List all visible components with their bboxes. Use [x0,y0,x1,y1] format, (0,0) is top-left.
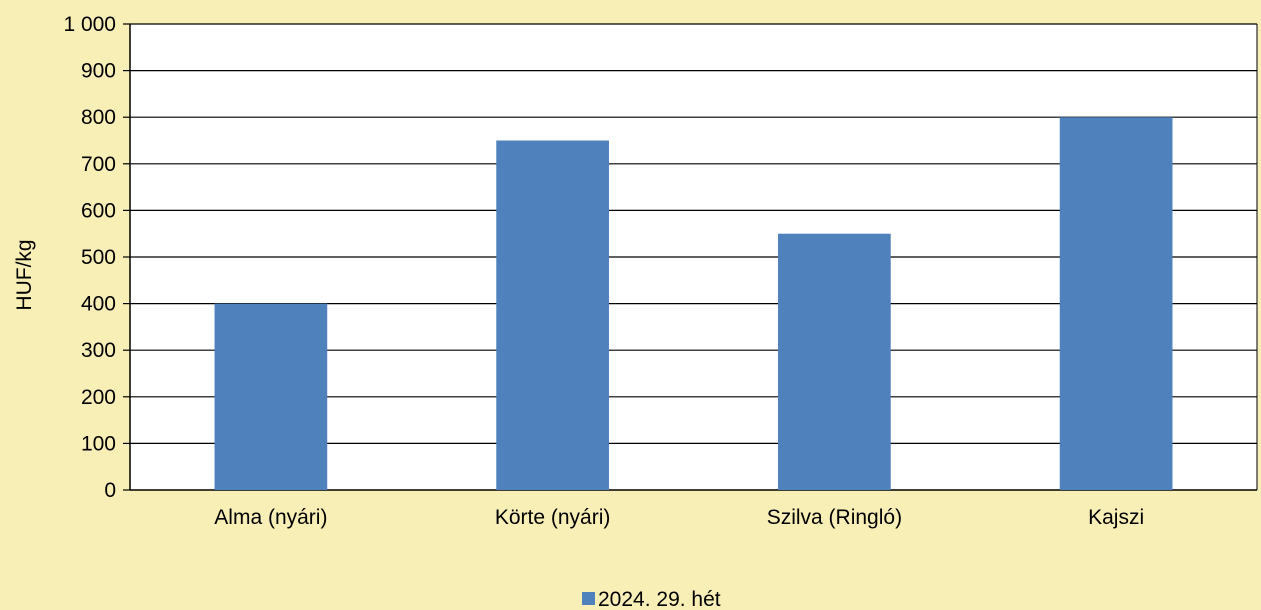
y-tick-label: 700 [81,153,116,176]
y-axis-title: HUF/kg [13,239,36,310]
x-tick-label: Szilva (Ringló) [767,506,902,529]
x-tick-label: Kajszi [1088,506,1144,529]
bar [214,303,328,490]
axes [129,24,1258,490]
y-tick-label: 100 [81,432,116,455]
legend-swatch [582,592,595,605]
x-tick-label: Alma (nyári) [214,506,327,529]
y-tick-label: 900 [81,60,116,83]
x-tick-label: Körte (nyári) [495,506,611,529]
bar [496,140,609,490]
y-tick-label: 0 [104,479,116,502]
y-tick-label: 600 [81,199,116,222]
bars [214,117,1173,490]
x-tick-labels: Alma (nyári) Körte (nyári) Szilva (Ringló)… [214,506,1144,529]
bar [778,233,891,490]
y-tick-label: 200 [81,386,116,409]
y-tick-label: 800 [81,106,116,129]
bar [1059,117,1173,490]
legend-label: 2024. 29. hét [598,588,721,610]
y-tick-label: 500 [81,246,116,269]
y-tick-label: 1 000 [63,13,116,36]
y-tick-label: 300 [81,339,116,362]
y-tick-labels: 0 100 200 300 400 500 600 700 800 900 1 000 [63,13,116,502]
legend: 2024. 29. hét [582,588,721,610]
y-tick-label: 400 [81,293,116,316]
